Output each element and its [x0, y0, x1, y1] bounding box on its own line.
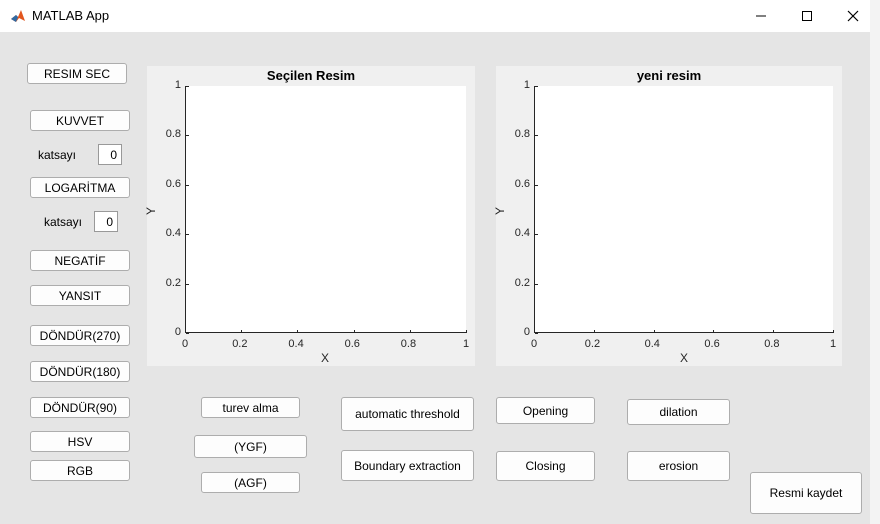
y-tick-label: 0: [174, 326, 181, 338]
agf-button[interactable]: (AGF): [201, 472, 300, 493]
maximize-button[interactable]: [784, 0, 830, 32]
x-tick-mark: [653, 330, 655, 333]
y-tick-mark: [535, 333, 538, 334]
plot-area[interactable]: [185, 86, 466, 333]
y-tick-label: 0.6: [165, 177, 181, 190]
matlab-logo-icon: [10, 8, 26, 24]
kuvvet-katsayi-field[interactable]: 0: [98, 144, 122, 165]
yansit-button[interactable]: YANSIT: [30, 285, 130, 306]
x-tick-label: 0.6: [344, 338, 360, 350]
y-tick-mark: [186, 135, 189, 137]
resmi-kaydet-button[interactable]: Resmi kaydet: [750, 472, 862, 514]
y-axis-label: Y: [144, 206, 159, 216]
x-tick-mark: [185, 330, 186, 333]
erosion-button[interactable]: erosion: [627, 451, 730, 481]
dondur-180-button[interactable]: DÖNDÜR(180): [30, 361, 130, 382]
x-tick-mark: [833, 330, 834, 333]
y-tick-label: 1: [174, 79, 181, 91]
dondur-270-button[interactable]: DÖNDÜR(270): [30, 325, 130, 346]
plot-area[interactable]: [534, 86, 833, 333]
x-tick-mark: [773, 330, 775, 333]
rgb-button[interactable]: RGB: [30, 460, 130, 481]
resim-sec-button[interactable]: RESIM SEC: [27, 63, 127, 84]
y-tick-label: 0.4: [165, 227, 181, 240]
log-katsayi-label: katsayı: [44, 215, 83, 229]
x-tick-label: 0.8: [764, 338, 780, 350]
x-tick-label: 0: [531, 338, 538, 350]
dilation-button[interactable]: dilation: [627, 399, 730, 425]
y-tick-label: 0.8: [514, 128, 530, 141]
x-tick-label: 1: [830, 338, 837, 350]
kuvvet-button[interactable]: KUVVET: [30, 110, 130, 131]
y-tick-mark: [186, 283, 189, 285]
x-axis-label: X: [680, 351, 689, 365]
y-tick-mark: [535, 283, 538, 285]
dondur-90-button[interactable]: DÖNDÜR(90): [30, 397, 130, 418]
x-tick-label: 0: [182, 338, 189, 350]
hsv-button[interactable]: HSV: [30, 431, 130, 452]
x-tick-label: 0.4: [644, 338, 660, 350]
axes-title: yeni resim: [636, 68, 702, 83]
opening-button[interactable]: Opening: [496, 397, 595, 424]
x-tick-mark: [353, 330, 355, 333]
y-tick-mark: [535, 184, 538, 186]
closing-button[interactable]: Closing: [496, 451, 595, 481]
close-icon: [847, 10, 859, 22]
y-tick-label: 0.2: [165, 276, 181, 289]
ygf-button[interactable]: (YGF): [194, 435, 307, 458]
y-tick-mark: [186, 184, 189, 186]
x-tick-label: 0.2: [584, 338, 601, 350]
x-tick-label: 0.8: [400, 338, 417, 350]
y-tick-label: 0.8: [165, 128, 181, 141]
y-tick-label: 0.4: [514, 227, 530, 240]
x-tick-label: 0.2: [232, 338, 248, 350]
y-tick-mark: [535, 234, 538, 236]
y-tick-mark: [186, 86, 189, 87]
minimize-icon: [756, 15, 766, 17]
log-katsayi-field[interactable]: 0: [94, 211, 118, 232]
x-axis-label: X: [321, 351, 330, 365]
minimize-button[interactable]: [738, 0, 784, 32]
x-tick-mark: [297, 330, 299, 333]
window-title: MATLAB App: [32, 8, 110, 23]
y-tick-mark: [186, 234, 189, 236]
kuvvet-katsayi-label: katsayı: [38, 148, 77, 162]
x-tick-mark: [593, 330, 595, 333]
x-tick-mark: [534, 330, 535, 333]
x-tick-mark: [466, 330, 467, 333]
selected-image-axes: Seçilen Resim X Y 0 0.2 0.4 0.6 0.8 1 0 0.2 0.4 0…: [144, 66, 475, 366]
y-tick-mark: [535, 86, 538, 87]
x-tick-mark: [713, 330, 715, 333]
title-bar: MATLAB App: [0, 0, 870, 32]
x-tick-label: 0.4: [288, 338, 304, 350]
x-tick-mark: [409, 330, 411, 333]
y-tick-mark: [186, 333, 189, 334]
y-tick-label: 0.6: [514, 177, 530, 190]
y-tick-label: 1: [523, 79, 530, 91]
boundary-extraction-button[interactable]: Boundary extraction: [341, 450, 474, 481]
automatic-threshold-button[interactable]: automatic threshold: [341, 397, 474, 431]
y-tick-mark: [535, 135, 538, 137]
turev-alma-button[interactable]: turev alma: [201, 397, 300, 418]
axes-title: Seçilen Resim: [266, 68, 356, 83]
negatif-button[interactable]: NEGATİF: [30, 250, 130, 271]
y-tick-label: 0: [523, 326, 530, 338]
close-button[interactable]: [830, 0, 876, 32]
logaritma-button[interactable]: LOGARİTMA: [30, 177, 130, 198]
x-tick-label: 0.6: [704, 338, 720, 350]
background-window-edge: [870, 0, 880, 524]
x-tick-mark: [241, 330, 243, 333]
new-image-axes: yeni resim X Y 0 0.2 0.4 0.6 0.8 1 0 0.2 0.4 0.6 0…: [493, 66, 842, 366]
x-tick-label: 1: [463, 338, 470, 350]
maximize-icon: [802, 11, 812, 21]
y-axis-label: Y: [493, 206, 508, 216]
y-tick-label: 0.2: [514, 276, 530, 289]
